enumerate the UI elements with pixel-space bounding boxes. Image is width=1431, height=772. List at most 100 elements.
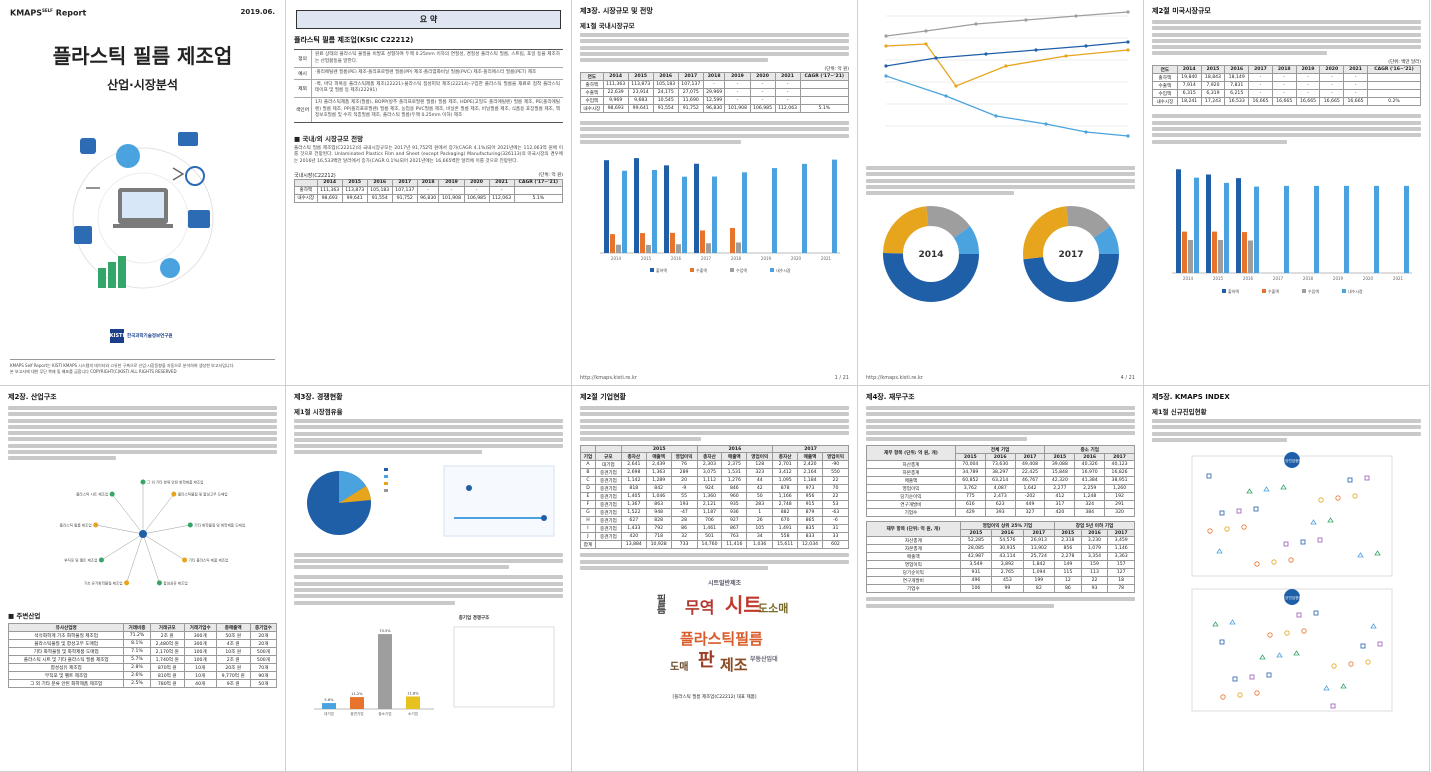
table-cell: 420 [1044,508,1076,518]
bar-value-label: 70.5% [379,629,391,633]
table-cell: 합성섬유 제조업 [7,663,125,673]
scatter-point [1301,628,1307,634]
donut-charts: 2014 2017 [883,206,1119,303]
table-cell: 49,408 [1014,460,1046,470]
table-header-cell: 매출액 [721,452,748,462]
scatter-point [1310,519,1317,525]
summary-page[interactable]: 요 약 플라스틱 필름 제조업(KSIC C22212) 정의 원료 상태의 플라… [286,0,572,386]
scatter-point [1253,506,1259,512]
financial-structure-page[interactable]: 제4장. 재무구조 재무 항목 (단위: 억 원, 개) 전체 기업 중소 기업 20… [858,386,1144,772]
table-cell: 70개 [249,663,278,673]
table-row: 출하액 19,840 18,843 18,149- - - - - [1152,73,1422,83]
table-row: I 중견기업 1,433 792 86 1,461 867 105 1,491 835 31 [580,524,850,534]
bar [616,244,621,254]
table-header-cell: 2019 [438,178,465,187]
table-cell: 924 [696,484,723,494]
table-header-cell: 거래비중 [123,623,151,633]
table-cell: 106,985 [463,193,490,203]
table-cell: 412 [1044,492,1076,502]
radial-label: 합성섬유 제조업 [163,581,187,586]
x-tick-label: 2016 [671,256,682,261]
table-cell: 93 [1080,584,1109,594]
table-cell: 393 [984,508,1016,518]
table-cell: 자본총계 [866,544,961,554]
summary-row: 제외 ·벽, 바닥 피복용 플라스틱제품 제조(22221)·플라스틱 접성피막 … [294,79,563,98]
table-cell: 당기순이익 [866,568,961,578]
body-text [294,575,563,605]
table-cell: 501 [696,532,723,542]
cover-page[interactable]: KMAPSSELF Report 2019.06. 플라스틱 필름 제조업 산업… [0,0,286,386]
us-market-page[interactable]: 제2절 미국시장규모 (단위: 백만 달러) 연도 2014 2015 2016 201… [1144,0,1430,386]
table-cell: - [1319,89,1345,99]
table-header-cell: 2018 [1271,65,1297,75]
table-cell: 98,693 [602,104,629,114]
kmaps-index-page[interactable]: 제5장. KMAPS INDEX 제1절 신규진입현황 신규진입현황 신규진입현… [1144,386,1430,772]
table-cell: 1,740억 원 [149,655,185,665]
table-cell: - [724,96,751,106]
table-cell: 10개 [183,663,217,673]
table-row: 플라스틱 시트 및 기타 플라스틱 필름 제조업 5.7% 1,740억 원 100개… [7,655,278,665]
table-cell: 22,425 [1014,468,1046,478]
scatter-point [1241,524,1247,530]
table-cell: 13,902 [1022,544,1056,554]
table-row: 석유화학계 기초 화학물질 제조업 71.2% 2조 원 300개 50조 원 20개 [7,631,278,641]
table-header-cell: 총자산 [696,452,723,462]
domestic-market-page[interactable]: 제3장. 시장규모 및 전망 제1절 국내시장규모 (단위: 억 원) 연도 20… [572,0,858,386]
pie-slice [339,486,371,504]
legend-label: 출하액 [1228,288,1239,294]
radial-link [142,494,175,535]
series-point [1024,18,1028,22]
series-point [944,94,948,98]
bar [646,245,651,254]
table-cell: 616 [954,500,986,510]
radial-node [93,522,99,528]
table-cell: - [1248,73,1273,83]
table-cell: 8.1% [123,639,151,649]
scatter-point [1212,621,1219,627]
competition-page[interactable]: 제3장. 경쟁현황 제1절 시장점유율 종기업 경쟁구조 5.6% 대기업 11.2%… [286,386,572,772]
table-cell: 9,770억 원 [215,671,251,681]
table-cell: - [488,185,515,195]
table-header-cell: 2017 [1107,529,1135,538]
radial-node [171,492,177,498]
table-cell: 810억 원 [149,671,185,681]
table-cell: 6,319 [1200,89,1226,99]
cloud-word: 부동산임대 [750,656,778,664]
table-cell: 327 [1014,508,1046,518]
table-cell [1366,73,1422,83]
cover-subtitle: 산업·시장분석 [107,78,178,92]
scatter-point [1331,663,1337,669]
table-cell: - [1295,81,1321,91]
table-cell: 1,522 [620,508,647,518]
scatter-point [1374,550,1381,556]
table-cell: 7.1% [123,647,151,657]
table-header-cell: 2016 [696,445,774,454]
legend-label: 내수시장 [776,267,791,273]
table-cell: 52,285 [959,536,993,546]
firm-status-page[interactable]: 제2절 기업현황 2015 2016 2017 기업 규모 총자산 매출액 영업이익 총자산 매출… [572,386,858,772]
table-cell: 1,276 [721,476,748,486]
table-cell: 792 [645,524,672,534]
table-cell: 1,491 [772,524,799,534]
bar [1344,185,1349,273]
table-cell: 842 [645,484,672,494]
radial-node [109,492,115,498]
table-cell: 936 [721,508,748,518]
legend-swatch [1302,288,1306,293]
table-header-row: 재무 항목 (단위: 억 원, 개) 영업이익 상위 25% 기업 창업 5년 이하… [866,521,1135,538]
summary-row-value: 원료 상태의 플라스틱 물질을 비발포 성형하여 두께 0.25mm 이하의 연… [315,52,560,64]
summary-header: 요 약 [296,10,561,29]
x-tick-label: 2018 [1303,276,1314,281]
table-cell: 91,752 [677,104,704,114]
industry-structure-page[interactable]: 제2장. 산업구조 그 외 기타 분류 안된 화학제품 제조업 플라스틱물질 및 … [0,386,286,772]
table-cell: 70,004 [954,460,986,470]
table-cell: 30,935 [991,544,1024,554]
table-cell: 16,665 [1248,97,1273,107]
market-share-page[interactable]: 2014 2017 http://kmaps.kisti.re.kr 4 / 21 [858,0,1144,386]
bar [604,160,609,254]
summary-row-key: 정의 [294,50,312,68]
scatter-point [1288,557,1294,563]
table-cell: - [774,96,801,106]
table-cell: 55 [670,492,698,502]
table-cell: D [580,484,596,494]
